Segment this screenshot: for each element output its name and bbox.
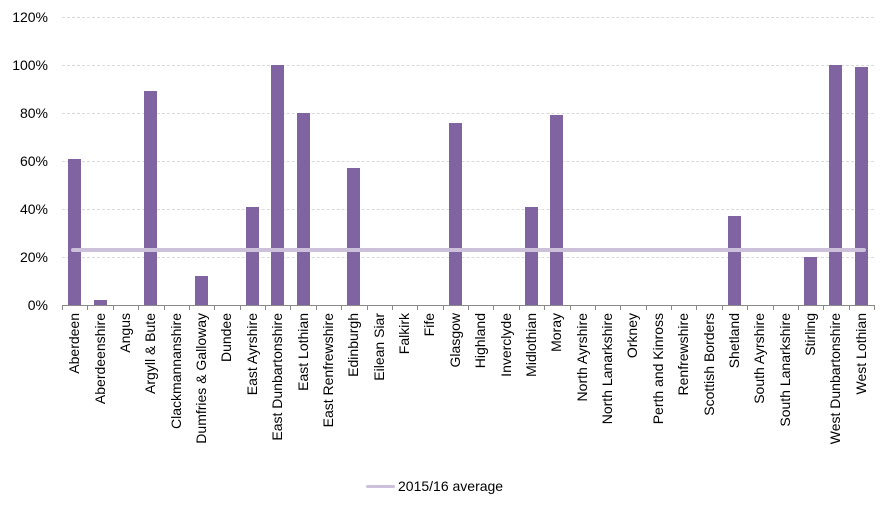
x-axis-tick: [849, 305, 850, 310]
bar-glasgow: [449, 123, 462, 305]
x-axis-label-inverclyde: Inverclyde: [498, 313, 514, 377]
x-axis-tick: [443, 305, 444, 310]
x-axis-tick: [290, 305, 291, 310]
bar-edinburgh: [347, 168, 360, 305]
x-axis-label-renfrewshire: Renfrewshire: [675, 313, 691, 396]
x-axis-tick: [164, 305, 165, 310]
x-axis-tick: [138, 305, 139, 310]
x-axis-label-stirling: Stirling: [802, 313, 818, 356]
gridline-100: [62, 65, 874, 66]
x-axis-label-argyll-bute: Argyll & Bute: [142, 313, 158, 394]
x-axis-tick: [696, 305, 697, 310]
average-line-label: 2015/16 average: [398, 478, 504, 494]
x-axis-label-clackmannanshire: Clackmannanshire: [168, 313, 184, 429]
bar-moray: [550, 115, 563, 305]
x-axis-label-falkirk: Falkirk: [396, 313, 412, 355]
x-axis-tick: [595, 305, 596, 310]
x-axis-tick: [671, 305, 672, 310]
gridline-60: [62, 161, 874, 162]
x-axis-tick: [214, 305, 215, 310]
bar-stirling: [804, 257, 817, 305]
x-axis-tick: [367, 305, 368, 310]
x-axis-tick: [189, 305, 190, 310]
y-axis-label-20: 20%: [19, 249, 48, 265]
average-line-swatch: [366, 484, 395, 488]
x-axis-label-dumfries-galloway: Dumfries & Galloway: [193, 313, 209, 444]
y-axis-label-0: 0%: [27, 297, 48, 313]
x-axis-label-scottish-borders: Scottish Borders: [701, 313, 717, 416]
x-axis-label-glasgow: Glasgow: [447, 313, 463, 368]
x-axis-label-east-ayrshire: East Ayrshire: [244, 313, 260, 396]
bar-west-dunbartonshire: [829, 65, 842, 305]
x-axis-label-shetland: Shetland: [726, 313, 742, 369]
x-axis-tick: [493, 305, 494, 310]
x-axis-tick: [417, 305, 418, 310]
x-axis-tick: [316, 305, 317, 310]
x-axis-tick: [620, 305, 621, 310]
x-axis-tick: [392, 305, 393, 310]
y-axis-label-80: 80%: [19, 105, 48, 121]
x-axis-tick: [519, 305, 520, 310]
x-axis-tick: [646, 305, 647, 310]
x-axis-label-perth-and-kinross: Perth and Kinross: [650, 313, 666, 425]
x-axis-tick: [468, 305, 469, 310]
x-axis-label-orkney: Orkney: [624, 313, 640, 359]
x-axis-label-midlothian: Midlothian: [523, 313, 539, 377]
legend: 2015/16 average: [366, 478, 503, 494]
x-axis-label-north-ayrshire: North Ayrshire: [574, 313, 590, 402]
x-axis-tick: [341, 305, 342, 310]
x-axis-label-south-ayrshire: South Ayrshire: [751, 313, 767, 404]
x-axis-label-moray: Moray: [548, 313, 564, 352]
x-axis-tick: [570, 305, 571, 310]
x-axis-tick: [722, 305, 723, 310]
x-axis-tick: [265, 305, 266, 310]
x-axis-tick: [773, 305, 774, 310]
y-axis-label-100: 100%: [12, 57, 48, 73]
bar-dumfries-galloway: [195, 276, 208, 305]
gridline-20: [62, 257, 874, 258]
x-axis-tick: [113, 305, 114, 310]
x-axis-label-aberdeenshire: Aberdeenshire: [92, 313, 108, 405]
x-axis-tick: [874, 305, 875, 310]
x-axis-tick: [747, 305, 748, 310]
x-axis-label-south-lanarkshire: South Lanarkshire: [777, 313, 793, 427]
x-axis-tick: [62, 305, 63, 310]
y-axis-label-60: 60%: [19, 153, 48, 169]
x-axis-label-highland: Highland: [472, 313, 488, 369]
gridline-80: [62, 113, 874, 114]
x-axis-label-west-dunbartonshire: West Dunbartonshire: [827, 313, 843, 445]
x-axis-label-dundee: Dundee: [218, 313, 234, 363]
bar-shetland: [728, 216, 741, 305]
x-axis-label-eilean-siar: Eilean Siar: [371, 313, 387, 381]
bar-argyll-bute: [144, 91, 157, 305]
x-axis-tick: [240, 305, 241, 310]
x-axis-label-west-lothian: West Lothian: [853, 313, 869, 395]
x-axis-tick: [798, 305, 799, 310]
x-axis-label-edinburgh: Edinburgh: [345, 313, 361, 377]
y-axis-label-40: 40%: [19, 201, 48, 217]
bar-west-lothian: [855, 67, 868, 305]
y-axis-label-120: 120%: [12, 9, 48, 25]
x-axis-label-east-dunbartonshire: East Dunbartonshire: [269, 313, 285, 441]
bar-aberdeenshire: [94, 300, 107, 305]
bar-east-dunbartonshire: [271, 65, 284, 305]
x-axis-tick: [544, 305, 545, 310]
x-axis-label-aberdeen: Aberdeen: [66, 313, 82, 374]
bar-east-ayrshire: [246, 207, 259, 305]
gridline-120: [62, 17, 874, 18]
x-axis-label-east-lothian: East Lothian: [295, 313, 311, 391]
gridline-40: [62, 209, 874, 210]
average-line: [71, 248, 866, 252]
x-axis-label-north-lanarkshire: North Lanarkshire: [599, 313, 615, 425]
bar-east-lothian: [297, 113, 310, 305]
x-axis-tick: [87, 305, 88, 310]
bar-aberdeen: [68, 159, 81, 305]
x-axis-tick: [823, 305, 824, 310]
x-axis-label-east-renfrewshire: East Renfrewshire: [320, 313, 336, 428]
x-axis-label-fife: Fife: [421, 313, 437, 337]
bar-midlothian: [525, 207, 538, 305]
x-axis-label-angus: Angus: [117, 313, 133, 353]
